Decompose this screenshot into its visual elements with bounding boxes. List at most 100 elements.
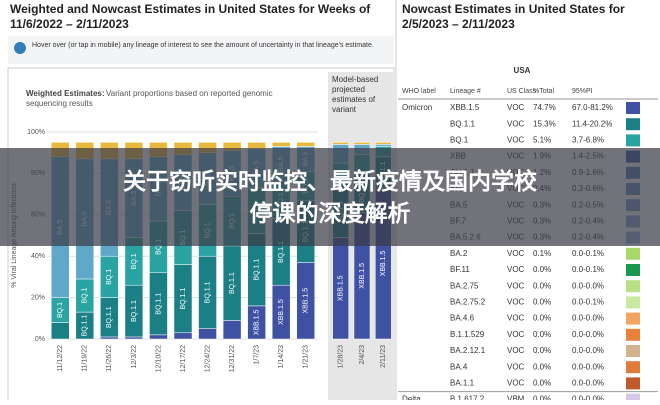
table-cell: VOC bbox=[507, 119, 525, 128]
table-cell: 5.1% bbox=[533, 136, 551, 145]
segment-label: BQ.1.1 bbox=[82, 315, 89, 337]
color-swatch bbox=[626, 296, 640, 309]
chart-title: Weighted Estimates: bbox=[26, 89, 105, 98]
table-cell: 0.0% bbox=[533, 395, 551, 400]
table-cell: 0.0-0.0% bbox=[572, 379, 604, 388]
bar-segment bbox=[100, 336, 119, 340]
table-cell: 0.0-0.0% bbox=[572, 362, 604, 371]
segment-label: BQ.1.1 bbox=[131, 300, 138, 322]
banner-band bbox=[0, 148, 660, 246]
table-cell: 0.0% bbox=[533, 265, 551, 274]
color-swatch bbox=[626, 102, 640, 114]
segment-label: BQ.1.1 bbox=[278, 241, 285, 263]
segment-label: BQ.1 bbox=[155, 239, 162, 255]
table-header: US Class bbox=[507, 88, 537, 95]
table-cell: 0.0-0.1% bbox=[572, 265, 604, 274]
table-cell: VOC bbox=[507, 379, 525, 388]
table-cell: BQ.1 bbox=[450, 136, 469, 145]
color-swatch bbox=[626, 312, 640, 325]
table-cell: B.1.617.2 bbox=[450, 395, 485, 400]
x-tick-label: 11/12/22 bbox=[57, 345, 64, 372]
table-cell: 0.0% bbox=[533, 346, 551, 355]
hint-text: Hover over (or tap in mobile) any lineag… bbox=[32, 42, 374, 49]
table-cell: 0.0-0.0% bbox=[572, 314, 604, 323]
y-tick-label: 40% bbox=[31, 253, 45, 260]
table-cell: BA.4 bbox=[450, 362, 468, 371]
table-cell: 11.4-20.2% bbox=[572, 119, 612, 128]
x-tick-label: 11/26/22 bbox=[106, 345, 113, 372]
segment-label: BQ.1.1 bbox=[204, 281, 211, 303]
bar-segment bbox=[375, 144, 392, 147]
color-swatch bbox=[626, 247, 640, 260]
segment-label: XBB.1.5 bbox=[380, 250, 387, 276]
projection-title: Model-based projected estimates of variant bbox=[332, 75, 378, 114]
table-cell: VOC bbox=[507, 265, 525, 274]
segment-label: BQ.1 bbox=[82, 287, 89, 303]
table-cell: 0.0% bbox=[533, 330, 551, 339]
table-cell: 3.7-6.8% bbox=[572, 136, 604, 145]
table-cell: 0.0-0.1% bbox=[572, 298, 604, 307]
table-cell: VOC bbox=[507, 298, 525, 307]
y-tick-label: 0% bbox=[35, 336, 45, 343]
table-cell: BA.1.1 bbox=[450, 379, 475, 388]
bar-segment bbox=[198, 328, 217, 340]
table-title: Nowcast Estimates in United States for 2/… bbox=[402, 2, 625, 31]
table-header: %Total bbox=[533, 88, 554, 95]
table-cell: Omicron bbox=[402, 103, 432, 112]
segment-label: XBB.1.5 bbox=[338, 275, 345, 301]
x-tick-label: 2/11/23 bbox=[380, 345, 387, 368]
bar-segment bbox=[353, 142, 371, 145]
table-cell: VOC bbox=[507, 330, 525, 339]
segment-label: BQ.1.1 bbox=[155, 293, 162, 315]
table-cell: BA.2.75 bbox=[450, 281, 479, 290]
table-cell: 0.1% bbox=[533, 249, 551, 258]
color-swatch bbox=[626, 345, 640, 357]
segment-label: XBB.1.5 bbox=[253, 309, 260, 335]
segment-label: BQ.1.1 bbox=[180, 288, 187, 310]
segment-label: BQ.1.1 bbox=[229, 272, 236, 294]
bar-segment bbox=[222, 320, 242, 340]
table-cell: B.1.1.529 bbox=[450, 330, 485, 339]
bar-segment bbox=[149, 334, 168, 340]
x-tick-label: 1/21/23 bbox=[303, 345, 310, 368]
banner-title: 关于窃听实时监控、最新疫情及国内学校停课的深度解析 bbox=[123, 168, 538, 227]
segment-label: XBB.1.5 bbox=[303, 288, 310, 314]
table-cell: 0.0-0.1% bbox=[572, 249, 604, 258]
segment-label: BQ.1.1 bbox=[106, 306, 113, 328]
chart-subtitle: Variant proportions based on reported ge… bbox=[26, 89, 273, 108]
table-cell: VOC bbox=[507, 346, 525, 355]
color-swatch bbox=[626, 264, 640, 276]
color-swatch bbox=[626, 328, 640, 341]
x-tick-label: 12/24/22 bbox=[204, 345, 211, 372]
table-cell: VBM bbox=[507, 395, 525, 400]
segment-label: XBB.1.5 bbox=[359, 263, 366, 289]
table-cell: VOC bbox=[507, 281, 525, 290]
x-tick-label: 1/28/23 bbox=[338, 345, 345, 368]
x-tick-label: 12/10/22 bbox=[155, 345, 162, 372]
table-cell: BF.11 bbox=[450, 265, 470, 274]
table-cell: BQ.1.1 bbox=[450, 119, 475, 128]
table-cell: VOC bbox=[507, 103, 525, 112]
hint-box bbox=[8, 36, 394, 64]
table-cell: 0.0-0.0% bbox=[572, 395, 604, 400]
table-cell: BA.4.6 bbox=[450, 314, 475, 323]
table-cell: 15.3% bbox=[533, 119, 556, 128]
bar-segment bbox=[375, 142, 392, 145]
y-tick-label: 20% bbox=[31, 294, 45, 301]
color-swatch bbox=[626, 118, 640, 131]
bar-segment bbox=[51, 322, 70, 340]
segment-label: XBB.1.5 bbox=[278, 299, 285, 325]
segment-label: BQ.1 bbox=[131, 253, 138, 269]
region-label: USA bbox=[514, 66, 531, 75]
table-cell: 0.0-0.0% bbox=[572, 346, 604, 355]
segment-label: BQ.1 bbox=[106, 269, 113, 285]
table-cell: BA.2 bbox=[450, 249, 468, 258]
table-header: WHO label bbox=[402, 88, 436, 95]
table-header: Lineage # bbox=[450, 88, 481, 95]
bar-segment bbox=[173, 332, 193, 340]
bar-segment bbox=[296, 142, 315, 147]
color-swatch bbox=[626, 361, 640, 374]
table-cell: 0.0-0.0% bbox=[572, 281, 604, 290]
table-cell: VOC bbox=[507, 314, 525, 323]
